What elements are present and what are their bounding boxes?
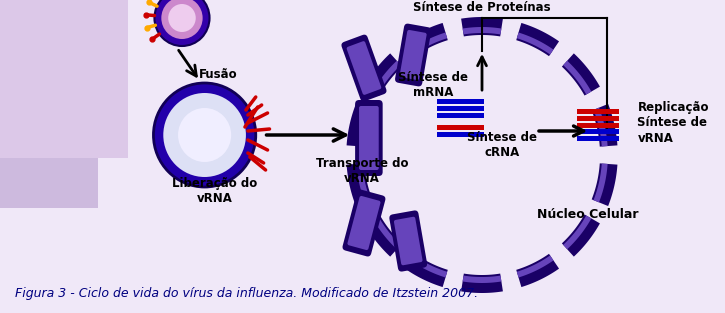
Polygon shape — [592, 104, 618, 146]
Circle shape — [154, 83, 256, 187]
Polygon shape — [373, 61, 401, 95]
FancyBboxPatch shape — [347, 41, 381, 95]
FancyBboxPatch shape — [347, 196, 381, 250]
Polygon shape — [410, 255, 447, 278]
Polygon shape — [347, 104, 373, 146]
Polygon shape — [594, 108, 608, 146]
Polygon shape — [517, 255, 553, 278]
Bar — [0, 0, 128, 158]
Bar — [577, 122, 618, 127]
Polygon shape — [563, 215, 592, 249]
Polygon shape — [347, 163, 373, 206]
Circle shape — [168, 4, 196, 32]
Bar — [577, 129, 618, 134]
Bar — [436, 125, 484, 130]
Polygon shape — [357, 163, 370, 203]
FancyBboxPatch shape — [342, 189, 386, 256]
FancyBboxPatch shape — [394, 217, 423, 265]
Bar — [577, 109, 618, 114]
Circle shape — [162, 0, 203, 39]
Polygon shape — [563, 61, 592, 95]
FancyBboxPatch shape — [399, 30, 426, 80]
Polygon shape — [516, 23, 559, 56]
Polygon shape — [594, 163, 608, 203]
Text: Liberação do
vRNA: Liberação do vRNA — [172, 177, 257, 205]
Text: Síntese de
cRNA: Síntese de cRNA — [467, 131, 536, 159]
FancyBboxPatch shape — [395, 23, 431, 86]
Polygon shape — [463, 27, 502, 34]
Text: Fusão: Fusão — [199, 69, 238, 81]
Text: Figura 3 - Ciclo de vida do vírus da influenza. Modificado de Itzstein 2007.: Figura 3 - Ciclo de vida do vírus da inf… — [14, 286, 478, 300]
FancyBboxPatch shape — [341, 35, 386, 101]
Polygon shape — [517, 33, 553, 54]
Polygon shape — [405, 23, 448, 56]
FancyBboxPatch shape — [359, 106, 378, 170]
Polygon shape — [562, 214, 600, 257]
FancyBboxPatch shape — [389, 210, 427, 272]
Polygon shape — [357, 108, 370, 146]
Polygon shape — [364, 214, 402, 257]
Text: Replicação
Síntese de
vRNA: Replicação Síntese de vRNA — [637, 101, 709, 145]
Text: Transporte do
vRNA: Transporte do vRNA — [316, 157, 408, 185]
Polygon shape — [410, 33, 447, 54]
Polygon shape — [463, 275, 502, 283]
Bar — [577, 136, 618, 141]
Polygon shape — [364, 54, 402, 95]
Circle shape — [154, 0, 210, 46]
Bar — [436, 132, 484, 137]
Circle shape — [178, 108, 231, 162]
Polygon shape — [461, 17, 503, 36]
Polygon shape — [592, 163, 618, 206]
Polygon shape — [373, 215, 401, 249]
FancyBboxPatch shape — [355, 100, 383, 176]
Bar — [436, 112, 484, 117]
Polygon shape — [562, 54, 600, 95]
Text: Núcleo Celular: Núcleo Celular — [537, 208, 639, 222]
Text: Síntese de Proteínas: Síntese de Proteínas — [413, 1, 551, 14]
Bar — [436, 99, 484, 104]
Polygon shape — [405, 254, 448, 287]
Bar — [577, 115, 618, 121]
Circle shape — [163, 93, 246, 177]
Bar — [0, 158, 99, 208]
Bar — [436, 105, 484, 110]
Polygon shape — [516, 254, 559, 287]
Text: Síntese de
mRNA: Síntese de mRNA — [398, 71, 468, 99]
Polygon shape — [461, 274, 503, 293]
